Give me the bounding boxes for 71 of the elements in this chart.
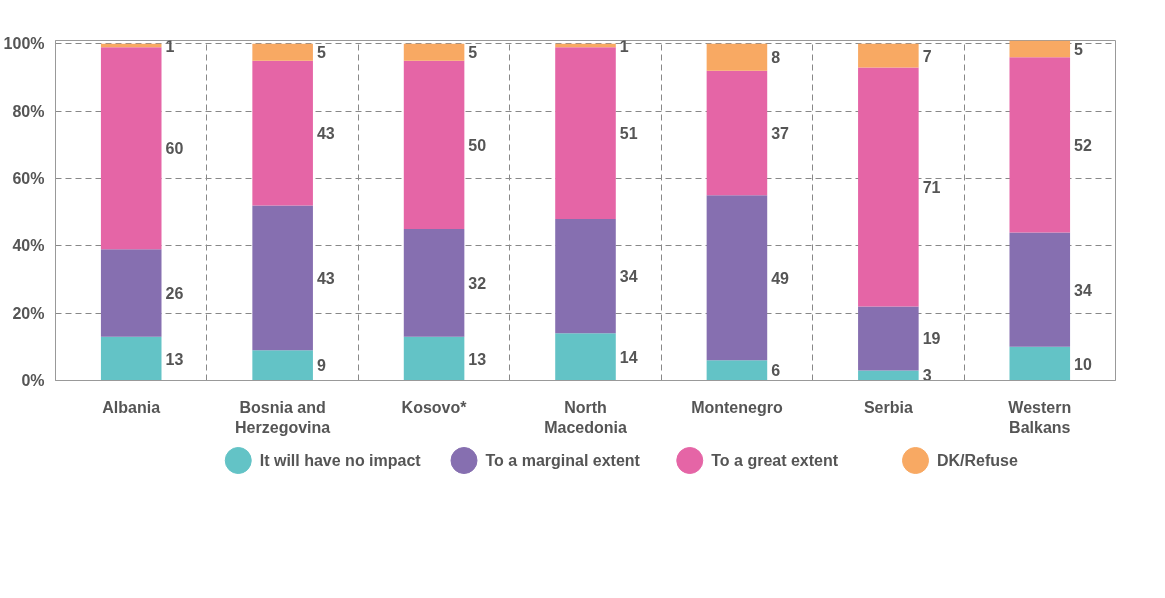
data-label: 7 [922,47,932,65]
bar [555,218,616,334]
bar [555,333,616,381]
data-label: 1 [619,37,629,55]
data-label: 14 [619,348,638,366]
bar [858,306,919,371]
data-label: 13 [468,350,487,368]
data-label: 49 [771,269,790,287]
data-label: 5 [1074,40,1084,58]
bar [252,205,313,351]
data-label: 60 [165,140,184,158]
bar [403,336,465,381]
data-label: 19 [922,330,941,348]
bar [555,47,616,219]
y-tick-label: 100% [3,35,45,53]
x-tick-label: Montenegro [691,398,783,416]
bar [706,70,768,196]
bar [706,195,768,361]
data-label: 71 [922,178,941,196]
bar [403,43,465,61]
bar [555,43,616,48]
bar [858,370,919,381]
bar [1009,232,1071,347]
bar [706,43,768,71]
y-tick-label: 40% [12,237,45,255]
bar [100,43,162,48]
bar [1009,57,1071,233]
data-label: 10 [1074,355,1092,373]
x-tick-label: North Macedonia [544,398,627,436]
data-label: 13 [165,350,184,368]
bar [858,43,919,68]
bar [1009,40,1071,58]
bar [706,360,768,381]
data-label: 26 [165,284,184,302]
bar [403,229,465,337]
x-tick-label: Bosnia and Herzegovina [235,398,331,436]
data-label: 32 [468,274,487,292]
data-label: 43 [316,125,335,143]
data-label: 6 [771,362,781,380]
x-tick-label: Serbia [863,398,913,416]
legend-label: To a marginal extent [485,452,641,469]
data-label: 34 [619,268,638,286]
x-tick-label: Albania [102,398,161,416]
data-label: 52 [1074,136,1092,154]
bar [252,60,313,206]
data-label: 50 [468,136,487,154]
bar [1009,346,1071,381]
x-tick-label: Kosovo* [401,398,468,416]
data-label: 43 [316,269,335,287]
data-label: 34 [1074,281,1092,299]
y-tick-label: 20% [12,304,45,322]
y-tick-label: 0% [21,372,45,389]
bar [100,336,162,381]
data-label: 37 [771,125,790,143]
legend-label: DK/Refuse [937,452,1019,469]
bar [100,47,162,250]
bar [100,249,162,337]
legend-label: It will have no impact [259,452,422,469]
y-tick-label: 60% [12,170,45,188]
data-label: 5 [468,44,478,62]
bar [403,60,465,230]
data-label: 51 [619,125,638,143]
data-label: 9 [316,357,326,375]
bar [252,43,313,61]
bar [858,67,919,307]
data-label: 5 [316,44,326,62]
data-label: 8 [771,49,781,67]
y-tick-label: 80% [12,102,45,120]
x-tick-label: Western Balkans [1008,398,1072,436]
bar [252,350,313,381]
legend-label: To a great extent [711,452,839,469]
